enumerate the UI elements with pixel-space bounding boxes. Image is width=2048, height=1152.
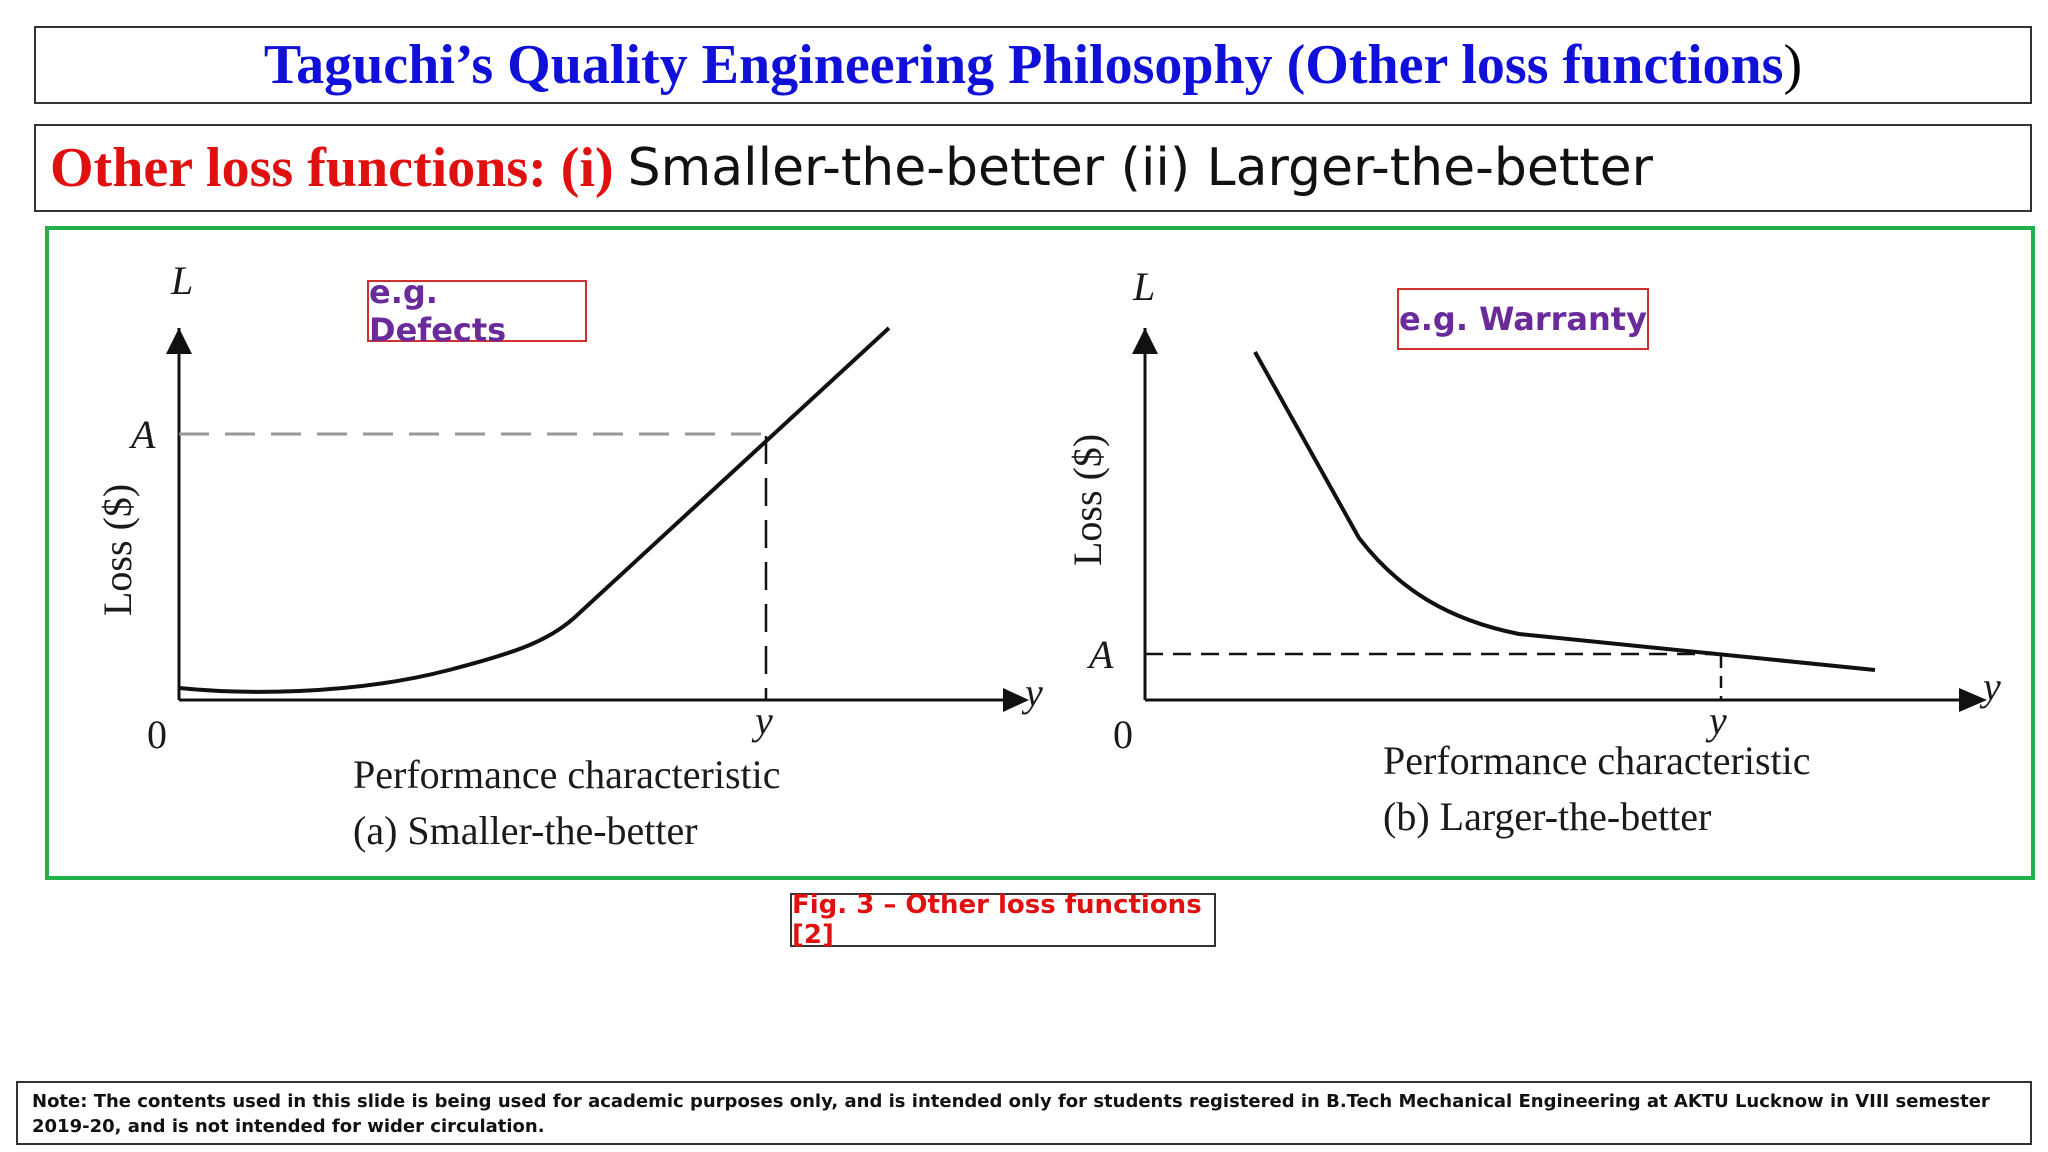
- example-defects-text: e.g. Defects: [369, 273, 507, 349]
- figure-frame: L A Loss ($) 0 y y Performance character…: [45, 226, 2035, 880]
- panel-b-x-caption: Performance characteristic: [1383, 738, 1811, 783]
- panel-b: L A Loss ($) 0 y y Performance character…: [1065, 264, 2001, 839]
- slide-title-text: Taguchi’s Quality Engineering Philosophy…: [263, 34, 1784, 96]
- panel-a-x-tick-label: y: [751, 698, 773, 743]
- panel-a-origin-label: 0: [147, 712, 167, 757]
- slide-title: Taguchi’s Quality Engineering Philosophy…: [34, 26, 2032, 104]
- panel-a-x-symbol: y: [1021, 670, 1043, 715]
- panel-a-caption: (a) Smaller-the-better: [353, 808, 698, 853]
- panel-a-x-arrowhead: [1003, 688, 1029, 712]
- panel-b-caption: (b) Larger-the-better: [1383, 794, 1711, 839]
- footer-note-text: Note: The contents used in this slide is…: [32, 1091, 1990, 1137]
- panel-b-x-arrowhead: [1959, 688, 1987, 712]
- panel-b-x-symbol: y: [1979, 664, 2001, 709]
- panel-a-threshold-label: A: [128, 412, 156, 457]
- panel-a: L A Loss ($) 0 y y Performance character…: [95, 258, 1043, 853]
- panel-a-y-label: Loss ($): [95, 484, 140, 616]
- subtitle-emphasis: Other loss functions: (i): [50, 137, 614, 199]
- panel-b-loss-curve: [1253, 351, 1876, 672]
- panel-a-x-caption: Performance characteristic: [353, 752, 781, 797]
- panel-b-y-symbol: L: [1132, 264, 1155, 309]
- panel-b-origin-label: 0: [1113, 712, 1133, 757]
- slide-subtitle: Other loss functions: (i) Smaller-the-be…: [34, 124, 2032, 212]
- panel-b-y-arrowhead: [1132, 328, 1158, 354]
- panel-b-threshold-label: A: [1086, 632, 1114, 677]
- figure-caption-text: Fig. 3 – Other loss functions [2]: [792, 890, 1202, 950]
- slide-title-close-paren: ): [1783, 34, 1803, 96]
- panel-b-x-tick-label: y: [1705, 698, 1727, 743]
- loss-function-figure: L A Loss ($) 0 y y Performance character…: [95, 258, 2001, 853]
- example-warranty-box: e.g. Warranty: [1397, 288, 1649, 350]
- subtitle-text: Smaller-the-better (ii) Larger-the-bette…: [627, 138, 1654, 198]
- panel-a-loss-curve: [178, 326, 891, 694]
- example-defects-box: e.g. Defects: [367, 273, 587, 349]
- figure-caption: Fig. 3 – Other loss functions [2]: [790, 890, 1216, 950]
- panel-a-y-symbol: L: [170, 258, 193, 303]
- footer-note: Note: The contents used in this slide is…: [16, 1081, 2032, 1145]
- example-warranty-text: e.g. Warranty: [1399, 300, 1647, 338]
- panel-a-y-arrowhead: [166, 328, 192, 354]
- panel-b-y-label: Loss ($): [1065, 434, 1110, 566]
